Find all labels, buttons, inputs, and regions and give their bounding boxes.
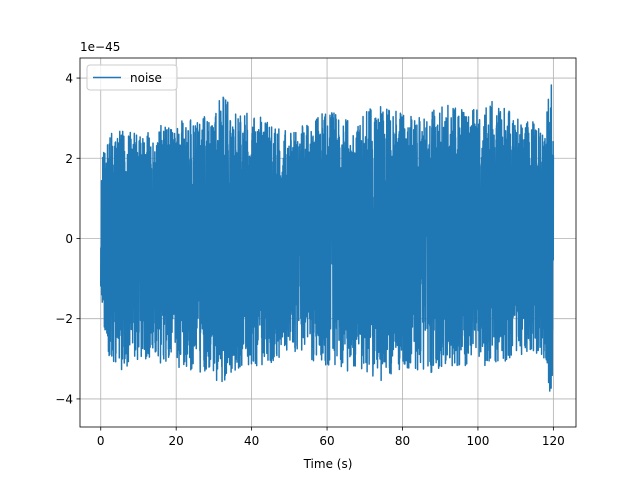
plot-area — [100, 84, 555, 392]
y-tick-label: 0 — [65, 232, 73, 246]
x-tick-label: 0 — [97, 434, 105, 448]
x-tick-label: 100 — [466, 434, 489, 448]
y-tick-label: 2 — [65, 152, 73, 166]
y-tick-label: 4 — [65, 72, 73, 86]
x-tick-label: 120 — [542, 434, 565, 448]
y-axis-offset-text: 1e−45 — [80, 40, 120, 54]
x-tick-label: 80 — [395, 434, 410, 448]
y-tick-label: −2 — [55, 312, 73, 326]
legend: noise — [86, 64, 178, 91]
y-tick-label: −4 — [55, 392, 73, 406]
axes-frame — [79, 57, 577, 428]
x-tick-label: 20 — [169, 434, 184, 448]
noise-series-line — [100, 84, 555, 392]
x-tick-label: 60 — [319, 434, 334, 448]
x-axis-ticks: 0 20 40 60 80 100 120 — [97, 427, 565, 448]
legend-label-noise: noise — [130, 71, 162, 85]
x-tick-label: 40 — [244, 434, 259, 448]
y-axis-ticks: −4 −2 0 2 4 — [55, 72, 80, 406]
x-axis-label: Time (s) — [303, 457, 353, 471]
legend-box — [86, 64, 178, 91]
